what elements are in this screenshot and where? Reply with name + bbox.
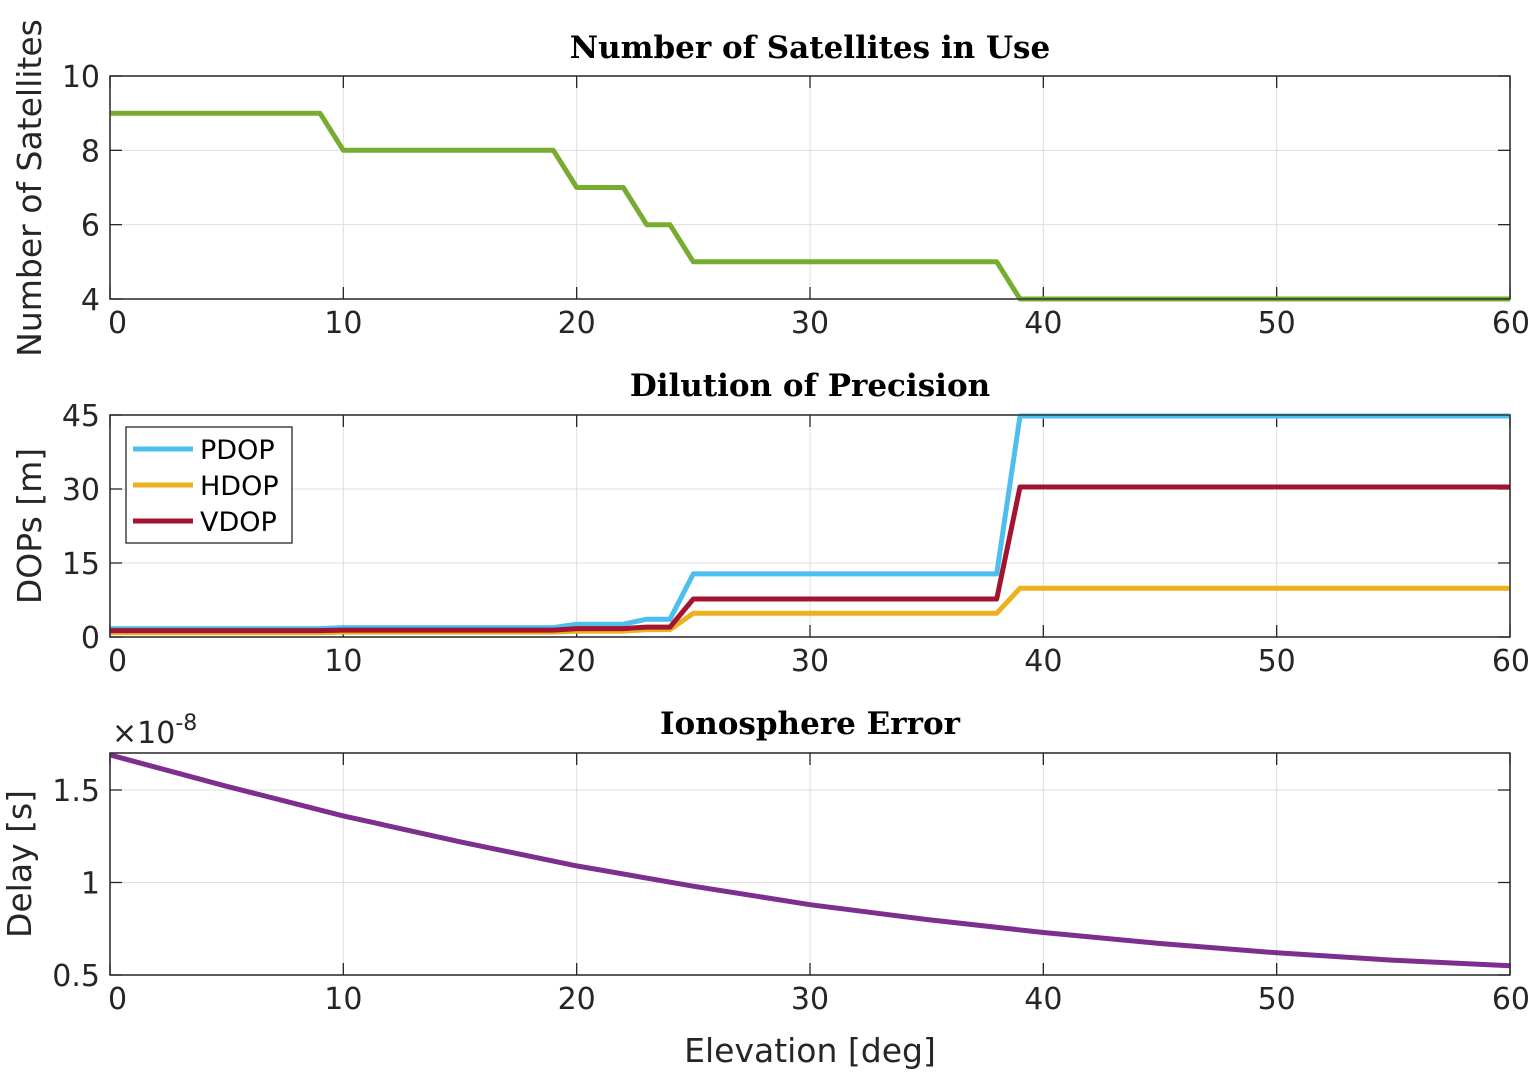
plot-border-satellites	[109, 75, 1511, 300]
x-tick-label: 50	[1258, 644, 1296, 679]
exponent-base: ×10	[112, 716, 175, 751]
y-axis-label: DOPs [m]	[10, 448, 49, 604]
y-tick-label: 10	[62, 60, 100, 95]
ticks-ionosphere: 0 10 20 30 40 50 60 0.5 1 1.5	[52, 753, 1530, 1017]
y-tick-label: 15	[62, 547, 100, 582]
x-tick-label: 30	[791, 306, 829, 341]
subplot-ionosphere: 0 10 20 30 40 50 60 0.5 1 1.5 Ionosphere Error De…	[0, 706, 1530, 1070]
y-tick-label: 30	[62, 473, 100, 508]
y-axis-exponent: ×10-8	[112, 711, 197, 751]
x-tick-label: 10	[324, 306, 362, 341]
legend-label-vdop: VDOP	[200, 507, 277, 538]
series-line-2-0	[109, 752, 1511, 969]
legend-label-pdop: PDOP	[200, 435, 275, 466]
y-axis-label: Delay [s]	[0, 790, 39, 938]
x-tick-label: 10	[324, 982, 362, 1017]
y-tick-label: 4	[81, 283, 100, 318]
subplot-dop: 0 10 20 30 40 50 60 0 15 30 45 Dilution of Precisi…	[10, 368, 1530, 679]
x-tick-label: 0	[108, 982, 127, 1017]
series-line-0-0	[110, 110, 1510, 302]
y-tick-label: 0	[81, 621, 100, 656]
x-tick-label: 50	[1258, 306, 1296, 341]
y-tick-label: 45	[62, 399, 100, 434]
x-tick-label: 10	[324, 644, 362, 679]
legend: PDOP HDOP VDOP	[125, 426, 293, 544]
x-tick-label: 60	[1492, 306, 1530, 341]
x-axis-label: Elevation [deg]	[684, 1031, 936, 1070]
x-tick-label: 40	[1024, 306, 1062, 341]
y-tick-label: 8	[81, 134, 100, 169]
y-tick-label: 6	[81, 209, 100, 244]
ticks-satellites: 0 10 20 30 40 50 60 4 6 8 10	[62, 60, 1530, 341]
chart-title: Number of Satellites in Use	[570, 30, 1050, 66]
legend-label-hdop: HDOP	[200, 471, 279, 502]
ticks-dop: 0 10 20 30 40 50 60 0 15 30 45	[62, 399, 1530, 679]
y-tick-label: 0.5	[52, 959, 100, 994]
x-tick-label: 0	[108, 644, 127, 679]
exponent-power: -8	[175, 711, 197, 736]
y-tick-label: 1	[81, 867, 100, 902]
x-tick-label: 50	[1258, 982, 1296, 1017]
x-tick-label: 40	[1024, 982, 1062, 1017]
series-satellites	[110, 110, 1510, 302]
x-tick-label: 30	[791, 644, 829, 679]
y-axis-label: Number of Satellites	[10, 19, 49, 357]
x-tick-label: 60	[1492, 982, 1530, 1017]
chart-title: Dilution of Precision	[630, 368, 990, 404]
y-tick-label: 1.5	[52, 774, 100, 809]
subplot-satellites: 0 10 20 30 40 50 60 4 6 8 10 Number of Satellites …	[10, 19, 1530, 357]
series-ionosphere	[109, 752, 1511, 969]
x-tick-label: 20	[558, 644, 596, 679]
x-tick-label: 30	[791, 982, 829, 1017]
x-tick-label: 20	[558, 306, 596, 341]
x-tick-label: 40	[1024, 644, 1062, 679]
plot-border-dop	[109, 414, 1511, 638]
x-tick-label: 20	[558, 982, 596, 1017]
series-line-vdop	[110, 484, 1510, 634]
plot-border-ionosphere	[109, 752, 1511, 976]
x-tick-label: 60	[1492, 644, 1530, 679]
chart-title: Ionosphere Error	[660, 706, 961, 742]
x-tick-label: 0	[108, 306, 127, 341]
series-dop	[110, 413, 1510, 636]
